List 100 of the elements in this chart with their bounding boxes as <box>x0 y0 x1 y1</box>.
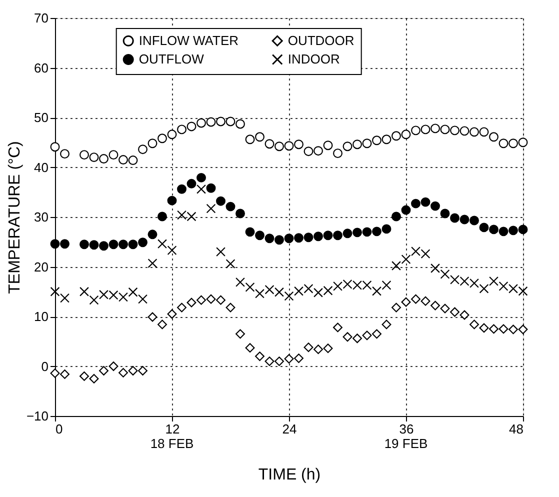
point <box>470 320 479 330</box>
y-tick-label: 60 <box>34 60 48 76</box>
point <box>148 312 158 322</box>
point <box>186 298 196 308</box>
point <box>401 205 411 215</box>
point <box>430 300 440 310</box>
point <box>440 208 450 218</box>
y-tick-label: 20 <box>34 259 48 274</box>
point <box>498 138 508 148</box>
point <box>128 156 138 166</box>
point <box>479 284 489 294</box>
point <box>60 293 70 303</box>
x-tick-label: 48 <box>509 422 524 436</box>
point <box>450 274 460 284</box>
point <box>362 227 372 237</box>
point <box>80 240 89 250</box>
point <box>294 354 304 364</box>
point <box>382 320 392 330</box>
point <box>167 309 177 319</box>
point <box>255 132 264 142</box>
point <box>108 240 118 250</box>
point <box>148 138 158 148</box>
point <box>206 294 216 304</box>
point <box>333 230 342 240</box>
point <box>372 329 382 339</box>
point <box>89 295 99 305</box>
y-axis-title: TEMPERATURE (°C) <box>6 141 24 294</box>
point <box>284 291 294 301</box>
point <box>196 118 206 128</box>
point <box>352 334 362 344</box>
point <box>489 132 498 142</box>
point <box>440 124 450 134</box>
x-tick-label: 0 <box>56 422 63 436</box>
x-tick-label: 12 <box>165 422 180 436</box>
point <box>382 224 392 234</box>
point <box>294 286 304 296</box>
point <box>148 258 158 268</box>
point <box>118 292 128 302</box>
point <box>80 371 89 381</box>
x-tick-label: 36 <box>399 422 414 436</box>
point <box>392 261 401 270</box>
point <box>392 212 401 222</box>
point <box>245 282 255 292</box>
point <box>411 294 420 304</box>
point <box>167 196 177 206</box>
point <box>196 184 206 194</box>
point <box>99 241 108 251</box>
point <box>372 226 382 236</box>
point <box>401 130 411 140</box>
point <box>245 134 255 144</box>
point <box>420 197 430 207</box>
point <box>108 290 118 300</box>
point <box>206 117 216 127</box>
point <box>294 233 304 243</box>
point <box>255 288 264 298</box>
point <box>108 362 118 371</box>
point <box>60 239 70 249</box>
point <box>430 201 440 211</box>
point <box>372 286 382 296</box>
point <box>226 116 236 126</box>
point <box>60 149 70 159</box>
point <box>342 279 352 289</box>
point <box>508 138 518 148</box>
y-tick-label: 50 <box>34 110 48 125</box>
point <box>508 324 518 334</box>
point <box>323 286 333 296</box>
point <box>274 235 284 245</box>
point <box>236 329 245 339</box>
point <box>108 150 118 160</box>
point <box>50 286 60 296</box>
point <box>274 356 284 366</box>
point <box>508 284 518 294</box>
point <box>236 119 245 129</box>
point <box>420 296 430 306</box>
point <box>99 290 108 300</box>
point <box>430 264 440 273</box>
point <box>196 172 206 182</box>
point <box>216 116 226 126</box>
point <box>186 178 196 188</box>
point <box>80 150 89 160</box>
y-tick-label: −10 <box>26 408 48 424</box>
point <box>118 368 128 378</box>
point <box>382 134 392 144</box>
point <box>177 184 186 194</box>
point <box>284 141 294 151</box>
legend-label: OUTDOOR <box>288 32 354 48</box>
point <box>342 228 352 238</box>
point <box>186 122 196 132</box>
point <box>352 140 362 150</box>
point <box>274 287 284 297</box>
point <box>118 155 128 165</box>
point <box>226 302 236 312</box>
point <box>118 240 128 250</box>
point <box>411 198 420 208</box>
point <box>314 344 323 354</box>
x-axis-title: TIME (h) <box>258 466 321 484</box>
point <box>450 213 460 223</box>
point <box>470 127 479 137</box>
point <box>167 130 177 140</box>
point <box>314 146 323 156</box>
